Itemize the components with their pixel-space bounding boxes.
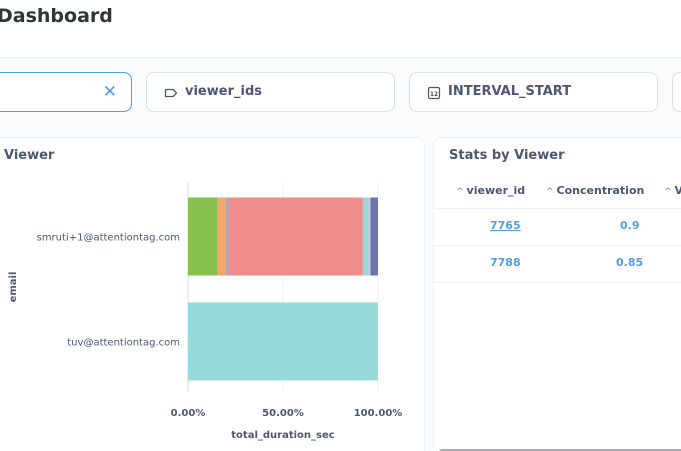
tag-icon <box>163 85 179 101</box>
bar-segment[interactable] <box>217 197 226 276</box>
close-icon[interactable]: ✕ <box>102 82 117 102</box>
calendar-icon: 12 <box>426 85 442 101</box>
svg-text:12: 12 <box>430 91 438 98</box>
bar-segment[interactable] <box>362 197 369 276</box>
table-row: 7765 0.9 <box>434 209 681 246</box>
bar-segment[interactable] <box>370 197 378 276</box>
interval-start-filter[interactable]: 12 INTERVAL_START <box>409 72 658 112</box>
x-tick-label: 100.00% <box>354 408 403 419</box>
table-header: ^viewer_id ^Concentration ^V <box>434 180 681 209</box>
bar-segment[interactable] <box>228 197 363 276</box>
table-title: Stats by Viewer <box>449 148 565 163</box>
bar-segment[interactable] <box>188 302 378 381</box>
viewer-id-cell[interactable]: 7788 <box>490 256 521 269</box>
stats-by-viewer-card: Stats by Viewer ^ viewer_id ^ Concentratio… <box>433 137 681 451</box>
sort-icon: ^ <box>456 187 464 197</box>
bar-segment[interactable] <box>226 197 229 276</box>
x-tick-label: 0.00% <box>171 408 206 419</box>
y-axis-label: email <box>8 272 19 303</box>
table-row: 7788 0.85 <box>434 246 681 283</box>
concentration-cell: 0.9 <box>620 219 640 232</box>
email-filter[interactable]: ✕ <box>0 72 132 112</box>
filter-label: viewer_ids <box>185 84 262 99</box>
page-title: Dashboard <box>0 5 113 27</box>
x-tick-label: 50.00% <box>262 408 304 419</box>
y-tick-label: smruti+1@attentiontag.com <box>37 233 180 244</box>
column-header-concentration[interactable]: ^ Concentration <box>546 184 645 197</box>
sort-icon: ^ <box>664 187 672 197</box>
sort-icon: ^ <box>546 187 554 197</box>
dashboard-header: Dashboard <box>0 0 681 58</box>
more-filter[interactable] <box>672 72 681 112</box>
x-axis-label: total_duration_sec <box>231 430 334 441</box>
bar-segment[interactable] <box>188 197 218 276</box>
y-tick-label: tuv@attentiontag.com <box>67 338 180 349</box>
concentration-cell: 0.85 <box>616 256 644 269</box>
viewer-ids-filter[interactable]: viewer_ids <box>146 72 395 112</box>
viewer-chart: smruti+1@attentiontag.com tuv@attentionta… <box>8 182 403 441</box>
column-header-viewer-id[interactable]: ^ viewer_id <box>456 184 526 197</box>
bar-segment[interactable] <box>368 197 371 276</box>
horizontal-scrollbar[interactable] <box>439 449 681 451</box>
column-header-v[interactable]: ^V <box>664 184 681 197</box>
filter-label: INTERVAL_START <box>448 84 572 99</box>
viewer-id-cell[interactable]: 7765 <box>490 219 521 232</box>
viewer-chart-card: Viewer smruti+1@attentiontag.com tuv@atte… <box>0 137 425 451</box>
chart-title: Viewer <box>4 148 55 163</box>
